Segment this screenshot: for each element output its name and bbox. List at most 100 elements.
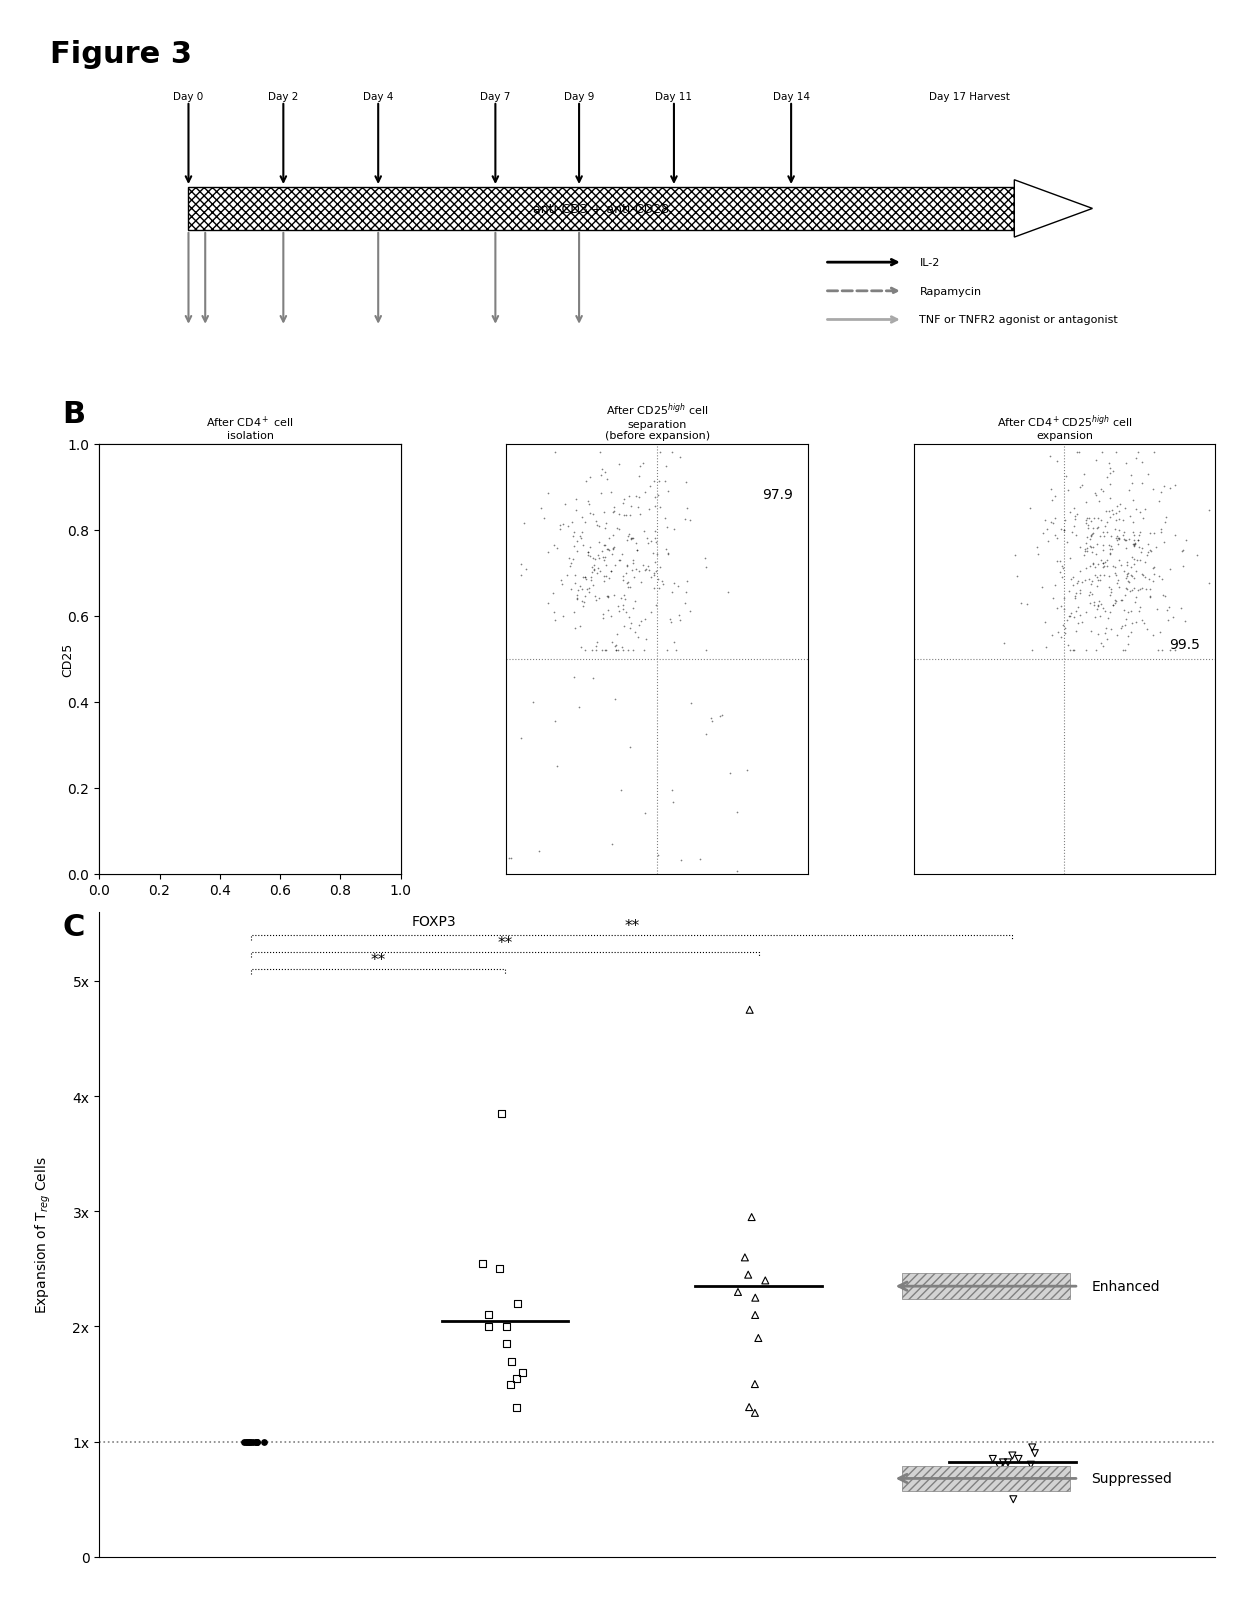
Point	[1085, 555, 1105, 581]
Point	[229, 806, 249, 831]
Point	[1102, 554, 1122, 579]
Point	[376, 796, 396, 822]
Point	[627, 538, 647, 563]
Point	[610, 547, 630, 573]
Point	[125, 668, 145, 693]
Point	[133, 570, 153, 595]
Point	[595, 461, 615, 486]
Point	[1140, 578, 1159, 603]
Point	[143, 756, 162, 782]
Point	[126, 668, 146, 693]
Point	[161, 799, 181, 825]
Point	[126, 831, 146, 857]
Point	[151, 844, 171, 870]
Point	[94, 854, 114, 880]
Point	[1128, 578, 1148, 603]
Point	[1149, 563, 1169, 589]
Point	[1042, 623, 1061, 648]
Point	[224, 830, 244, 855]
Point	[663, 517, 683, 542]
Point	[1066, 581, 1086, 607]
Point	[166, 846, 186, 872]
Point	[584, 557, 604, 583]
Point	[1117, 562, 1137, 587]
Point	[1099, 533, 1118, 559]
Point	[118, 798, 138, 823]
Point	[1132, 576, 1152, 602]
Point	[216, 859, 236, 884]
Point	[606, 632, 626, 658]
Point	[662, 777, 682, 802]
Point	[93, 758, 113, 783]
Point	[94, 838, 114, 863]
Point	[112, 859, 131, 884]
Point	[625, 589, 645, 615]
Point	[195, 860, 215, 886]
Point	[146, 512, 166, 538]
Point	[283, 798, 303, 823]
Point	[1076, 531, 1096, 557]
Point	[1115, 528, 1135, 554]
Point	[98, 830, 118, 855]
Point	[93, 812, 113, 838]
Point	[641, 565, 661, 591]
Point	[248, 759, 268, 785]
Point	[1123, 510, 1143, 536]
Point	[164, 835, 184, 860]
Point	[98, 822, 118, 847]
Point	[645, 485, 665, 510]
Point	[1055, 620, 1075, 645]
Point	[1083, 522, 1102, 547]
Point	[91, 851, 110, 876]
Text: 99.5: 99.5	[1169, 637, 1200, 652]
Point	[587, 509, 606, 534]
Point	[1121, 555, 1141, 581]
Point	[1106, 501, 1126, 526]
Point	[272, 804, 291, 830]
Point	[529, 838, 549, 863]
Point	[92, 754, 112, 780]
Point	[677, 496, 697, 522]
Point	[105, 754, 125, 780]
Point	[1002, 1457, 1022, 1483]
Point	[1122, 470, 1142, 496]
Point	[1070, 559, 1090, 584]
Point	[492, 1101, 512, 1127]
Point	[99, 830, 119, 855]
Point	[162, 851, 182, 876]
Point	[1042, 488, 1061, 514]
Point	[640, 557, 660, 583]
Point	[100, 769, 120, 794]
Point	[575, 567, 595, 592]
Point	[1118, 570, 1138, 595]
Point	[1172, 539, 1192, 565]
Point	[565, 616, 585, 642]
Point	[583, 666, 603, 692]
Point	[1085, 506, 1105, 531]
Point	[150, 793, 170, 819]
Point	[110, 689, 130, 714]
Point	[114, 851, 134, 876]
Point	[1083, 581, 1102, 607]
Point	[93, 759, 113, 785]
Point	[575, 637, 595, 663]
Point	[128, 541, 148, 567]
Point	[1063, 573, 1083, 599]
Point	[281, 833, 301, 859]
Point	[91, 860, 110, 886]
Point	[108, 750, 128, 775]
Point	[665, 629, 684, 655]
Point	[625, 565, 645, 591]
Point	[110, 798, 130, 823]
Point	[1070, 603, 1090, 629]
Point	[130, 847, 150, 873]
Point	[110, 833, 130, 859]
Point	[113, 774, 133, 799]
Text: Figure 3: Figure 3	[50, 40, 192, 69]
Point	[149, 852, 169, 878]
Point	[1056, 464, 1076, 490]
Point	[94, 857, 114, 883]
Point	[501, 1371, 521, 1396]
Point	[1121, 464, 1141, 490]
Point	[589, 546, 609, 571]
